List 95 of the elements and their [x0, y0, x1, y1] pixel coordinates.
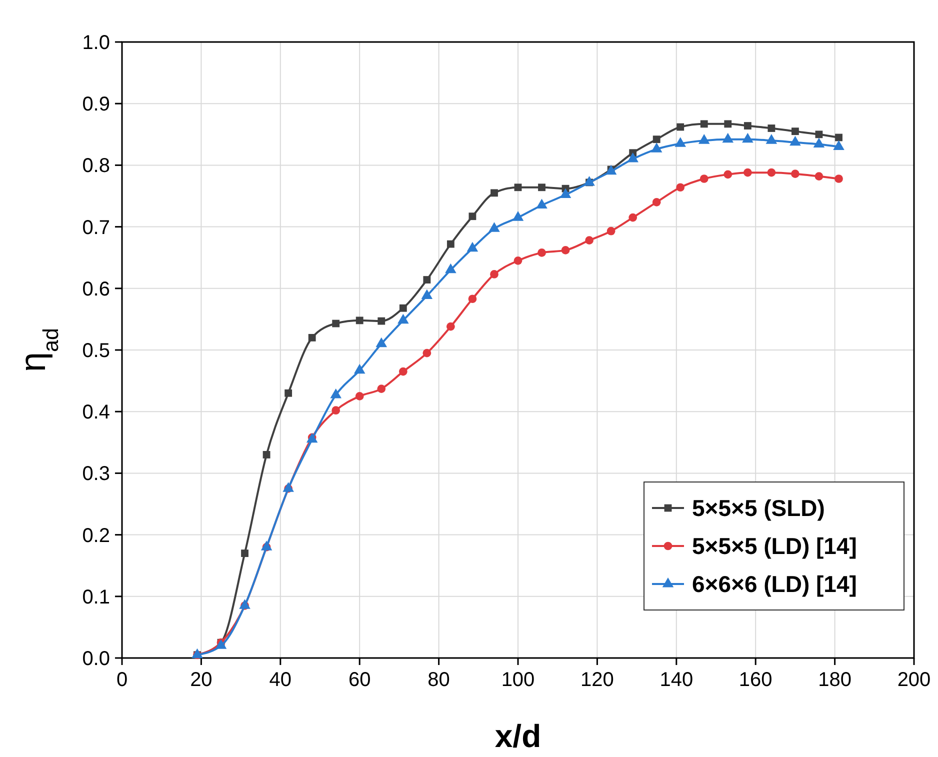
y-tick-label: 0.6 [82, 278, 110, 300]
y-tick-label: 0.0 [82, 648, 110, 670]
point [308, 334, 316, 342]
x-tick-label: 140 [660, 669, 694, 691]
point [585, 236, 594, 245]
point [376, 337, 388, 348]
y-tick-label: 0.9 [82, 94, 110, 116]
legend-label: 5×5×5 (SLD) [692, 495, 825, 521]
point [791, 128, 799, 136]
point [724, 170, 732, 179]
point [538, 248, 546, 257]
point [791, 170, 800, 178]
point [377, 384, 386, 393]
point [650, 142, 662, 152]
x-tick-label: 100 [501, 669, 535, 691]
point [790, 136, 801, 146]
point [490, 270, 498, 278]
point [766, 134, 778, 144]
point [468, 294, 477, 304]
point [561, 246, 570, 254]
point [768, 124, 776, 132]
point [445, 263, 456, 274]
point [744, 122, 752, 130]
point [354, 364, 366, 374]
x-tick-label: 20 [190, 669, 212, 691]
point [627, 152, 638, 162]
point [767, 168, 776, 177]
point [514, 184, 522, 192]
point [423, 276, 431, 284]
point [724, 120, 732, 128]
legend-label: 5×5×5 (LD) [14] [692, 533, 857, 559]
y-tick-label: 0.7 [82, 216, 110, 239]
point [356, 316, 364, 324]
point [834, 174, 843, 183]
point [514, 256, 522, 265]
legend-label: 6×6×6 (LD) [14] [692, 571, 857, 597]
point [722, 132, 734, 143]
point [560, 188, 572, 198]
point [698, 134, 710, 144]
point [536, 198, 548, 208]
point [833, 140, 844, 150]
point [743, 168, 752, 177]
point [674, 137, 686, 147]
point [468, 212, 476, 220]
x-axis-title: x/d [494, 718, 542, 754]
point [815, 130, 823, 138]
x-tick-label: 0 [116, 669, 128, 691]
point [192, 648, 203, 658]
point [512, 211, 524, 221]
point [262, 451, 270, 458]
point [676, 183, 685, 192]
x-tick-label: 160 [738, 669, 772, 691]
y-tick-label: 0.3 [82, 463, 110, 486]
point [488, 222, 500, 232]
point [446, 322, 455, 331]
point [538, 184, 546, 192]
point [814, 172, 824, 180]
point [398, 314, 409, 324]
point [378, 317, 386, 325]
point [628, 213, 638, 222]
point [446, 240, 454, 248]
point [284, 389, 292, 397]
point [606, 226, 616, 236]
point [652, 198, 661, 206]
point [652, 136, 660, 144]
y-tick-label: 0.5 [82, 340, 110, 362]
point [700, 174, 708, 183]
point [330, 388, 342, 398]
point [466, 242, 478, 252]
point [355, 392, 364, 400]
point [332, 320, 340, 328]
point [584, 176, 595, 186]
point [332, 406, 340, 415]
y-tick-label: 0.8 [82, 155, 110, 178]
point [700, 120, 708, 128]
x-tick-label: 180 [818, 669, 852, 691]
y-tick-label: 0.4 [82, 402, 110, 424]
point [398, 367, 408, 376]
point [399, 304, 407, 312]
point [422, 348, 432, 358]
x-tick-label: 60 [348, 669, 371, 691]
x-tick-label: 200 [897, 669, 931, 691]
y-tick-label: 1.0 [82, 32, 110, 54]
point [835, 134, 842, 142]
x-tick-label: 80 [428, 669, 450, 691]
point [490, 189, 498, 197]
point [742, 132, 754, 143]
point [676, 123, 684, 131]
y-tick-label: 0.1 [82, 586, 110, 608]
point [421, 289, 433, 300]
y-tick-label: 0.2 [82, 524, 110, 547]
x-tick-label: 40 [269, 669, 292, 691]
point [813, 138, 825, 148]
x-tick-label: 120 [580, 669, 614, 691]
point [241, 550, 248, 557]
